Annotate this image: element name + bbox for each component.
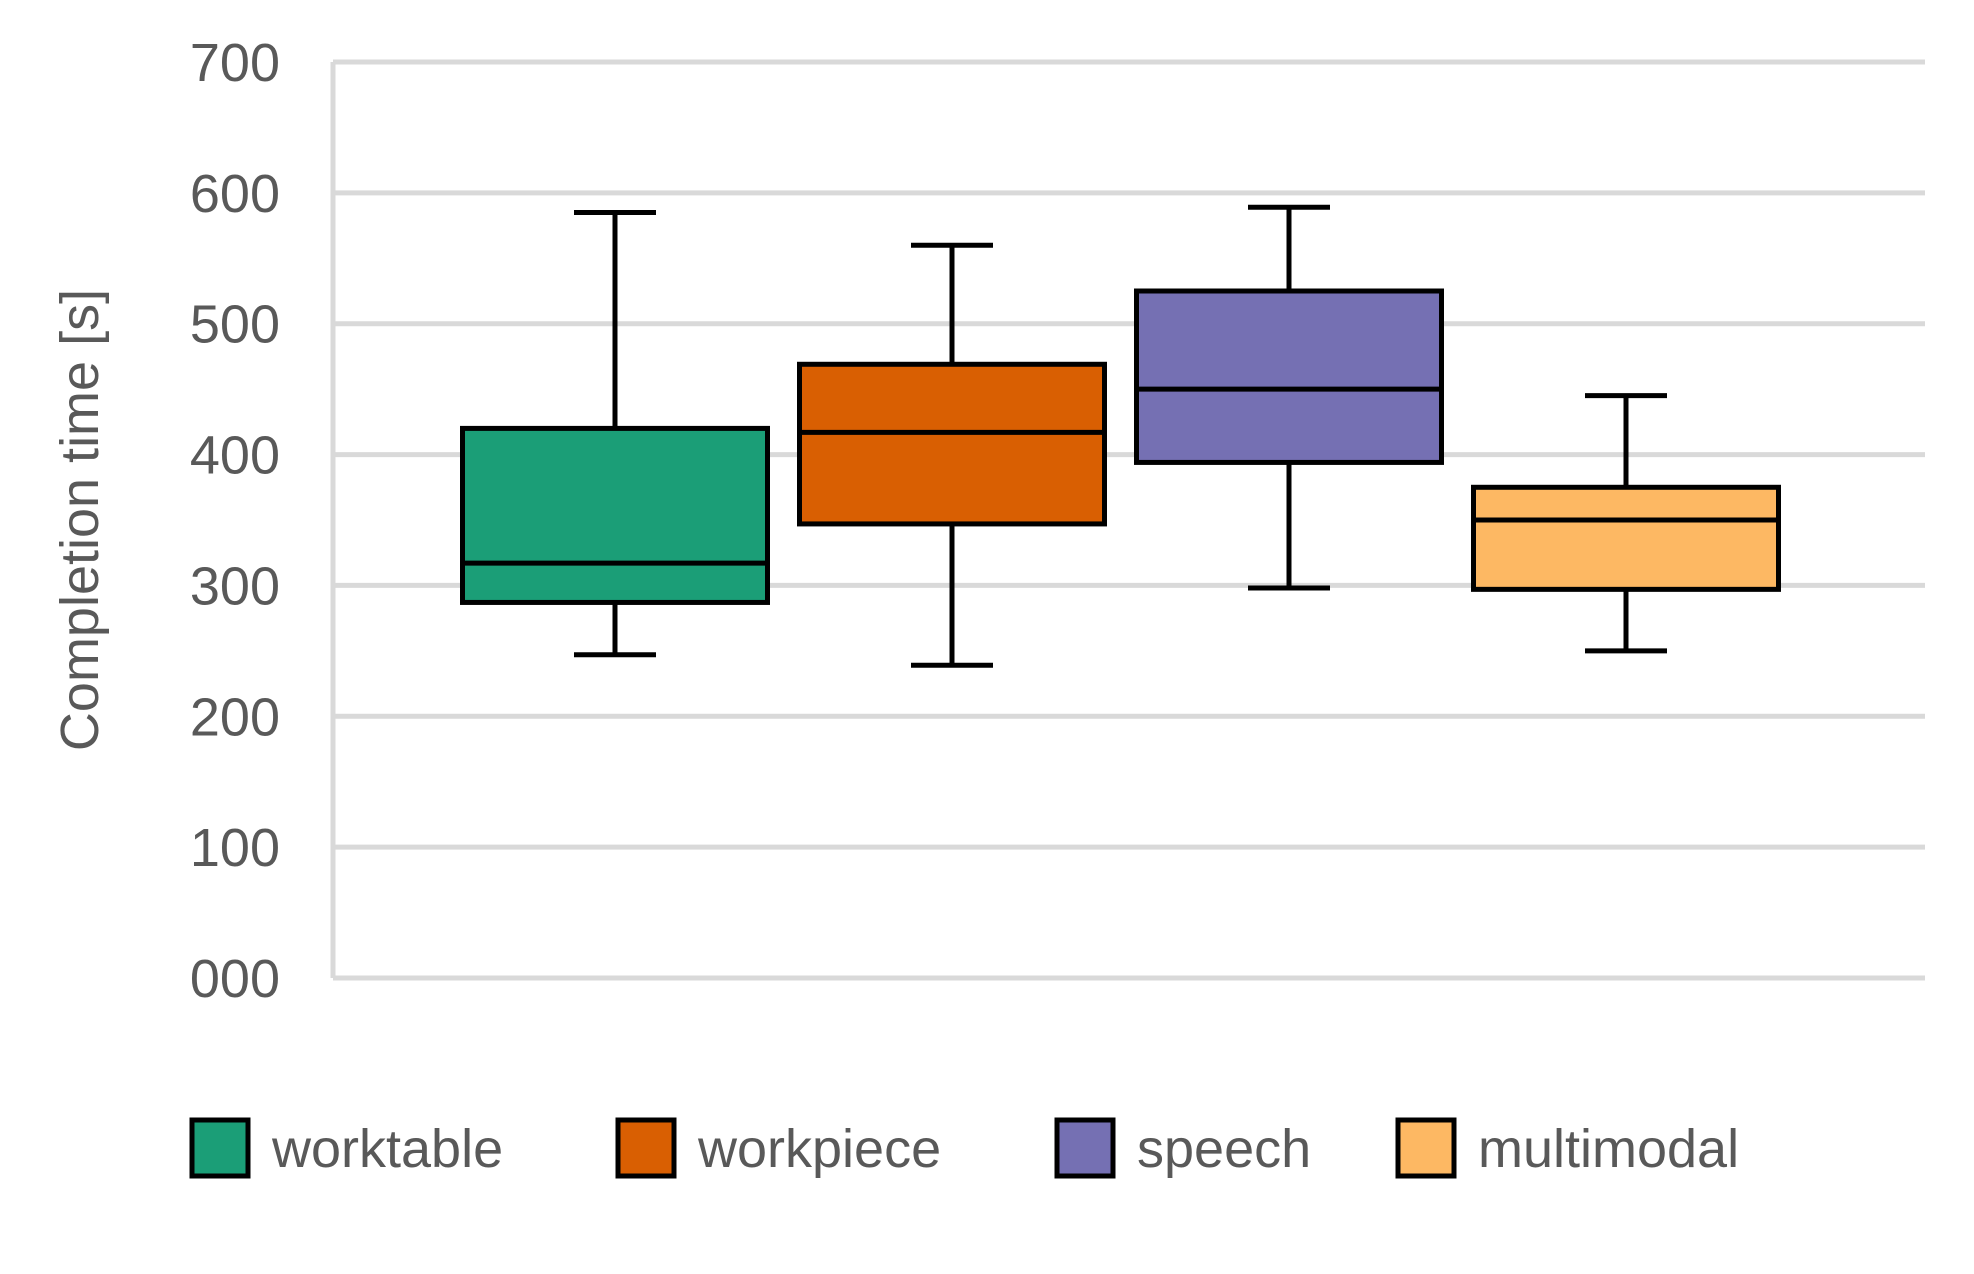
legend-swatch bbox=[1054, 1117, 1116, 1179]
legend-item-worktable: worktable bbox=[189, 1117, 503, 1179]
boxes bbox=[460, 204, 1781, 668]
legend-swatch bbox=[615, 1117, 677, 1179]
legend-item-workpiece: workpiece bbox=[615, 1117, 941, 1179]
legend-item-speech: speech bbox=[1054, 1117, 1311, 1179]
box-speech bbox=[1134, 204, 1444, 591]
box-worktable bbox=[460, 209, 770, 658]
y-tick-label: 500 bbox=[190, 295, 280, 355]
legend: worktable workpiece speech multimodal bbox=[189, 1117, 1739, 1179]
y-axis-tick-labels: 000 100 200 300 400 500 600 700 bbox=[190, 33, 280, 1009]
box-workpiece bbox=[797, 242, 1107, 668]
y-tick-label: 200 bbox=[190, 687, 280, 747]
legend-label: multimodal bbox=[1478, 1119, 1739, 1179]
legend-label: speech bbox=[1137, 1119, 1311, 1179]
legend-label: worktable bbox=[271, 1119, 503, 1179]
y-tick-label: 700 bbox=[190, 33, 280, 93]
y-tick-label: 000 bbox=[190, 949, 280, 1009]
y-axis-label: Completion time [s] bbox=[50, 289, 110, 751]
legend-swatch bbox=[1395, 1117, 1457, 1179]
y-tick-label: 100 bbox=[190, 818, 280, 878]
box-iqr bbox=[1471, 484, 1781, 592]
legend-label: workpiece bbox=[697, 1119, 941, 1179]
legend-item-multimodal: multimodal bbox=[1395, 1117, 1739, 1179]
box-iqr bbox=[797, 361, 1107, 527]
y-tick-label: 300 bbox=[190, 556, 280, 616]
box-multimodal bbox=[1471, 393, 1781, 654]
y-tick-label: 400 bbox=[190, 426, 280, 486]
y-tick-label: 600 bbox=[190, 164, 280, 224]
legend-swatch bbox=[189, 1117, 251, 1179]
box-iqr bbox=[1134, 288, 1444, 465]
box-iqr bbox=[460, 425, 770, 605]
